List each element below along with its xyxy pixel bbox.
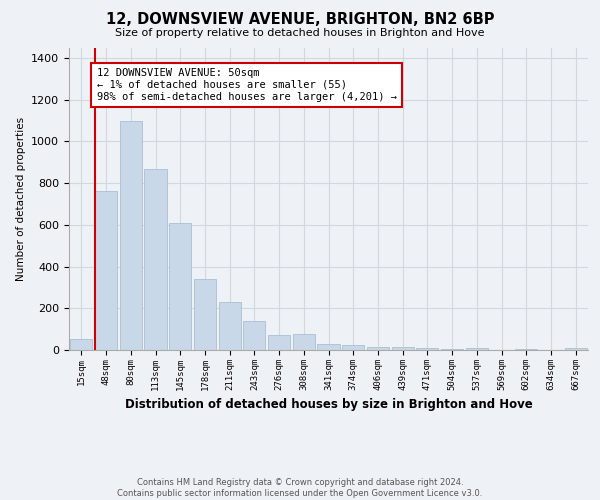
Y-axis label: Number of detached properties: Number of detached properties [16, 116, 26, 281]
Bar [515, 349, 538, 350]
Text: 12 DOWNSVIEW AVENUE: 50sqm
← 1% of detached houses are smaller (55)
98% of semi-: 12 DOWNSVIEW AVENUE: 50sqm ← 1% of detac… [97, 68, 397, 102]
Bar [243, 321, 265, 350]
Bar [565, 348, 587, 350]
Bar [466, 348, 488, 350]
Bar [169, 222, 191, 350]
Bar [416, 348, 439, 350]
X-axis label: Distribution of detached houses by size in Brighton and Hove: Distribution of detached houses by size … [125, 398, 532, 411]
Bar [194, 279, 216, 350]
Text: 12, DOWNSVIEW AVENUE, BRIGHTON, BN2 6BP: 12, DOWNSVIEW AVENUE, BRIGHTON, BN2 6BP [106, 12, 494, 28]
Bar [145, 168, 167, 350]
Text: Size of property relative to detached houses in Brighton and Hove: Size of property relative to detached ho… [115, 28, 485, 38]
Bar [70, 338, 92, 350]
Bar [218, 302, 241, 350]
Bar [342, 346, 364, 350]
Bar [317, 344, 340, 350]
Bar [119, 120, 142, 350]
Bar [95, 192, 117, 350]
Bar [268, 336, 290, 350]
Bar [392, 348, 414, 350]
Bar [441, 349, 463, 350]
Text: Contains HM Land Registry data © Crown copyright and database right 2024.
Contai: Contains HM Land Registry data © Crown c… [118, 478, 482, 498]
Bar [293, 334, 315, 350]
Bar [367, 347, 389, 350]
